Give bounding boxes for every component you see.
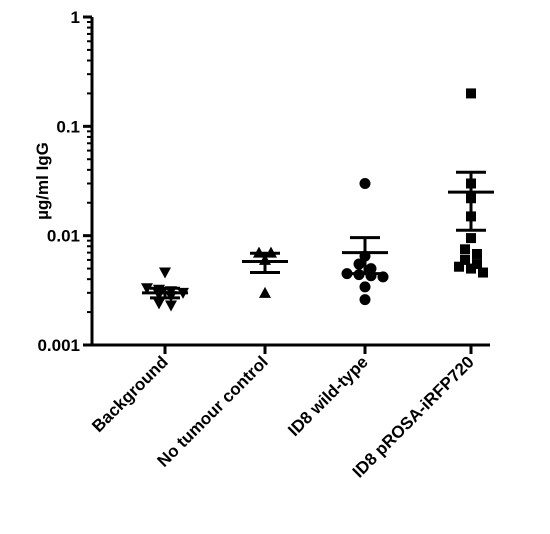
data-point-square <box>472 259 482 270</box>
data-point-square <box>466 88 476 99</box>
data-marks <box>141 88 488 312</box>
x-category-label: ID8 pROSA-iRFP720 <box>349 352 478 481</box>
y-tick-label: 1 <box>71 8 80 27</box>
y-tick-label: 0.01 <box>47 227 80 246</box>
data-point-square <box>466 263 476 274</box>
data-point-square <box>478 267 488 278</box>
data-point-circle <box>359 294 371 306</box>
data-point-square <box>472 248 482 259</box>
y-tick-label: 0.1 <box>56 117 80 136</box>
y-ticks: 1 0.1 0.01 0.001 <box>37 8 92 355</box>
mean-sem-bars <box>142 170 494 300</box>
data-point-triangle-down <box>165 300 177 312</box>
data-point-circle <box>377 271 389 283</box>
data-point-circle <box>365 270 377 282</box>
y-tick-label: 0.001 <box>37 336 80 355</box>
axes <box>90 17 490 347</box>
data-point-square <box>460 244 470 255</box>
data-point-circle <box>359 178 371 190</box>
x-category-label: Background <box>88 352 172 436</box>
data-point-circle <box>359 281 371 293</box>
data-point-triangle-down <box>141 283 153 295</box>
data-point-circle <box>341 268 353 280</box>
data-point-square <box>460 254 470 265</box>
data-point-triangle-up <box>259 286 271 298</box>
x-category-label: No tumour control <box>154 352 272 470</box>
y-axis-title: µg/ml IgG <box>33 142 52 220</box>
data-point-square <box>466 233 476 244</box>
data-point-triangle-down <box>159 267 171 279</box>
data-point-circle <box>353 258 365 270</box>
data-point-triangle-down <box>153 298 165 310</box>
x-category-label: ID8 wild-type <box>284 352 372 440</box>
data-point-square <box>454 261 464 272</box>
